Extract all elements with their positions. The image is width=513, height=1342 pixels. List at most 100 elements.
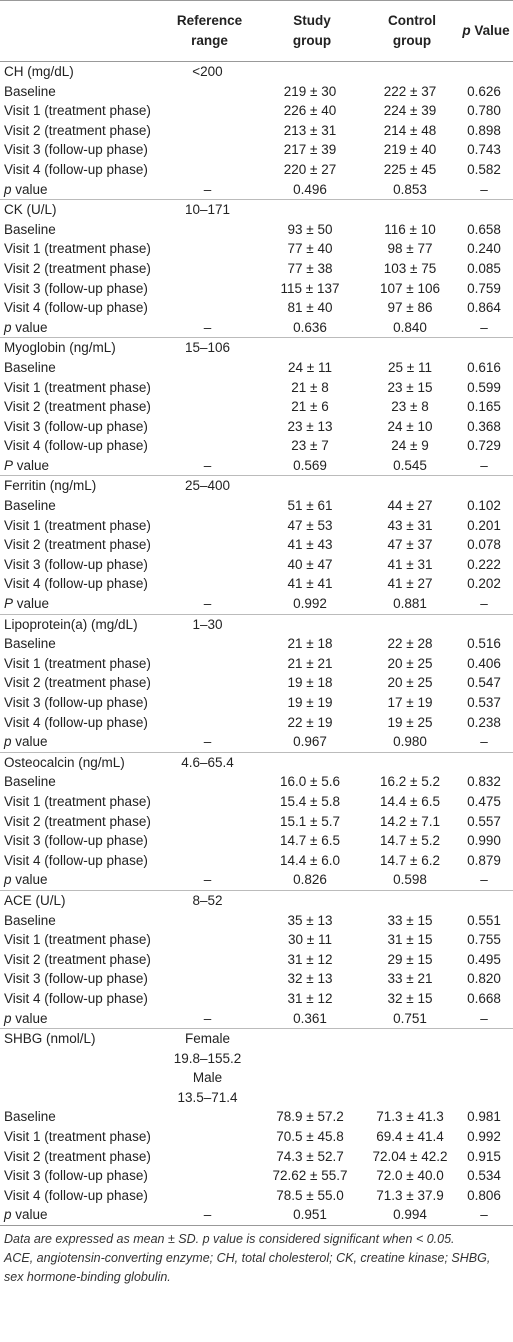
section-title: Myoglobin (ng/mL) xyxy=(0,337,160,358)
reference-range: 15–106 xyxy=(160,337,255,358)
cell xyxy=(160,259,255,279)
header-cell xyxy=(0,0,160,62)
cell: 14.7 ± 6.5 xyxy=(255,831,365,851)
cell: 0.743 xyxy=(455,140,513,160)
cell-value: 14.4 ± 6.5 xyxy=(380,793,440,809)
cell xyxy=(160,1127,255,1147)
cell-value: 93 ± 50 xyxy=(287,221,333,237)
cell-value: 14.4 ± 6.0 xyxy=(280,852,340,868)
cell xyxy=(160,989,255,1009)
section-title: ACE (U/L) xyxy=(0,889,160,911)
cell: – xyxy=(455,594,513,614)
cell: 0.202 xyxy=(455,574,513,594)
empty-cell xyxy=(365,751,455,773)
row-label: Visit 3 (follow-up phase) xyxy=(0,140,160,160)
cell: 41 ± 31 xyxy=(365,555,455,575)
cell xyxy=(160,101,255,121)
cell-value: 33 ± 21 xyxy=(387,971,433,987)
cell: 0.898 xyxy=(455,121,513,141)
cell-value: 74.3 ± 52.7 xyxy=(276,1148,344,1164)
cell: 0.967 xyxy=(255,732,365,752)
cell: 0.668 xyxy=(455,989,513,1009)
cell: 15.1 ± 5.7 xyxy=(255,812,365,832)
cell: 74.3 ± 52.7 xyxy=(255,1147,365,1167)
reference-range: 10–171 xyxy=(160,199,255,220)
row-label-text: Visit 4 (follow-up phase) xyxy=(4,1187,148,1203)
reference-range: <200 xyxy=(160,60,255,82)
cell-value: 47 ± 53 xyxy=(287,517,333,533)
row-label-text: Visit 3 (follow-up phase) xyxy=(4,142,148,158)
cell: 0.598 xyxy=(365,870,455,890)
cell-value: 214 ± 48 xyxy=(383,122,437,138)
cell xyxy=(160,555,255,575)
row-label: Visit 2 (treatment phase) xyxy=(0,812,160,832)
cell: 19 ± 25 xyxy=(365,713,455,733)
cell: 21 ± 6 xyxy=(255,397,365,417)
cell-value: 23 ± 13 xyxy=(287,418,333,434)
cell-value: 0.222 xyxy=(467,556,501,572)
cell: 0.840 xyxy=(365,318,455,338)
cell-value: 0.759 xyxy=(467,280,501,296)
cell-value: 0.898 xyxy=(467,122,501,138)
row-label-text: Visit 1 (treatment phase) xyxy=(4,932,151,948)
empty-cell xyxy=(255,889,365,911)
reference-range: 25–400 xyxy=(160,475,255,497)
row-label: Visit 4 (follow-up phase) xyxy=(0,1186,160,1206)
cell-value: 25 ± 11 xyxy=(388,359,432,375)
reference-line: Female xyxy=(184,1031,230,1047)
cell: 24 ± 11 xyxy=(255,358,365,378)
row-label-text: Visit 2 (treatment phase) xyxy=(4,1148,151,1164)
cell-value: 0.078 xyxy=(467,537,501,553)
cell: 0.085 xyxy=(455,259,513,279)
data-row: Visit 3 (follow-up phase) 14.7 ± 6.5 14.7 … xyxy=(0,831,513,851)
cell: 219 ± 40 xyxy=(365,140,455,160)
cell: 14.7 ± 6.2 xyxy=(365,851,455,871)
data-row: Visit 4 (follow-up phase) 23 ± 7 24 ± 9 0.7… xyxy=(0,436,513,456)
cell-value: 219 ± 30 xyxy=(283,83,337,99)
header-cell: p Value xyxy=(455,0,513,62)
row-label-text: Visit 2 (treatment phase) xyxy=(4,951,151,967)
cell: 24 ± 10 xyxy=(365,417,455,437)
table-header: Reference range Study group Control grou… xyxy=(0,0,513,62)
cell-value: – xyxy=(203,457,212,473)
reference-line: 10–171 xyxy=(184,202,231,218)
cell-value: 23 ± 8 xyxy=(391,399,429,415)
cell: 21 ± 21 xyxy=(255,654,365,674)
cell: 78.5 ± 55.0 xyxy=(255,1186,365,1206)
row-label-text: Baseline xyxy=(4,83,56,99)
empty-cell xyxy=(365,60,455,82)
cell: 0.496 xyxy=(255,180,365,200)
cell: 40 ± 47 xyxy=(255,555,365,575)
cell: 0.569 xyxy=(255,456,365,476)
cell-value: 226 ± 40 xyxy=(283,103,337,119)
cell xyxy=(160,792,255,812)
cell-value: 0.495 xyxy=(467,951,501,967)
row-label: p value xyxy=(0,180,160,200)
data-row: p value – 0.967 0.980 – xyxy=(0,732,513,752)
row-label-text: P value xyxy=(4,596,50,612)
cell-value: 0.806 xyxy=(467,1187,501,1203)
cell-value: 19 ± 25 xyxy=(387,714,433,730)
data-row: Visit 4 (follow-up phase) 22 ± 19 19 ± 25 0… xyxy=(0,713,513,733)
cell: 0.658 xyxy=(455,220,513,240)
cell: 0.981 xyxy=(455,1107,513,1127)
row-label: p value xyxy=(0,1205,160,1225)
cell-value: 43 ± 31 xyxy=(387,517,433,533)
header-row: Reference range Study group Control grou… xyxy=(0,0,513,62)
cell-value: – xyxy=(203,734,212,750)
cell: 0.616 xyxy=(455,358,513,378)
cell-value: 44 ± 27 xyxy=(387,498,433,514)
cell-value: 0.879 xyxy=(467,852,501,868)
cell xyxy=(160,713,255,733)
cell-value: – xyxy=(203,1207,212,1223)
cell-value: 103 ± 75 xyxy=(383,260,437,276)
cell: 41 ± 43 xyxy=(255,535,365,555)
cell-value: 77 ± 40 xyxy=(287,241,333,257)
cell-value: 0.729 xyxy=(467,438,501,454)
empty-cell xyxy=(455,889,513,911)
cell-value: 70.5 ± 45.8 xyxy=(276,1129,344,1145)
empty-cell xyxy=(455,613,513,635)
cell: 19 ± 18 xyxy=(255,673,365,693)
cell: 0.240 xyxy=(455,239,513,259)
cell-value: – xyxy=(480,457,488,473)
